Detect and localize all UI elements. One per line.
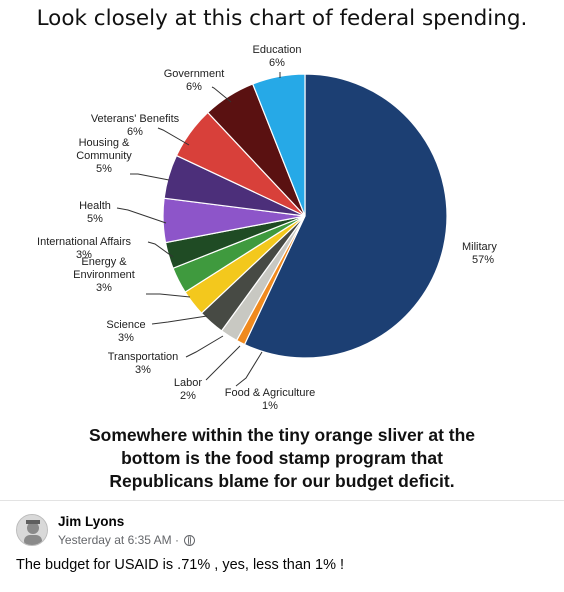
slice-label-housing-community-line-1: Housing &: [79, 137, 130, 149]
meta-separator: ·: [174, 533, 179, 547]
meme-caption-line-1: Somewhere within the tiny orange sliver …: [88, 425, 476, 445]
slice-label-military: Military: [462, 241, 497, 253]
slice-label-health: Health: [79, 200, 111, 212]
leader-line-transportation: [185, 335, 224, 358]
slice-value-labor: 2%: [180, 390, 196, 402]
slice-value-veterans-benefits: 6%: [127, 126, 143, 138]
leader-line-health: [116, 207, 167, 224]
slice-value-health: 5%: [87, 213, 103, 225]
slice-value-government: 6%: [186, 81, 202, 93]
pie-slice-education: [251, 73, 306, 217]
meme-caption-line-2: bottom is the food stamp program that: [121, 448, 443, 468]
slice-label-international-affairs: International Affairs: [37, 236, 131, 248]
divider: [0, 500, 564, 501]
leader-line-government: [211, 86, 232, 103]
slice-value-food-agriculture: 1%: [262, 400, 278, 412]
leader-line-science: [151, 315, 208, 325]
slice-value-energy-environment: 3%: [96, 282, 112, 294]
slice-label-energy-environment-line-1: Energy &: [81, 256, 127, 268]
slice-value-international-affairs: 3%: [76, 249, 92, 261]
leader-line-veterans-benefits: [157, 127, 190, 146]
slice-value-transportation: 3%: [135, 364, 151, 376]
slice-label-housing-community-line-2: Community: [76, 150, 132, 162]
slice-label-education: Education: [253, 44, 302, 56]
slice-value-science: 3%: [118, 332, 134, 344]
author-name[interactable]: Jim Lyons: [58, 514, 125, 529]
slice-label-government: Government: [164, 68, 225, 80]
slice-label-transportation: Transportation: [108, 351, 179, 363]
meme-title: Look closely at this chart of federal sp…: [36, 6, 528, 31]
globe-icon: [184, 535, 196, 546]
slice-value-housing-community: 5%: [96, 163, 112, 175]
slice-label-energy-environment-line-2: Environment: [73, 269, 135, 281]
post-text: The budget for USAID is .71% , yes, less…: [16, 557, 345, 573]
post-meta: Yesterday at 6:35 AM ·: [58, 533, 196, 547]
slice-label-labor: Labor: [174, 377, 202, 389]
slice-value-education: 6%: [269, 57, 285, 69]
slice-label-veterans-benefits: Veterans' Benefits: [91, 113, 180, 125]
pie-slice-military: [243, 73, 448, 359]
leader-line-international-affairs: [147, 241, 174, 258]
slice-label-food-agriculture: Food & Agriculture: [225, 387, 316, 399]
meme-image[interactable]: Look closely at this chart of federal sp…: [0, 0, 564, 500]
slice-label-science: Science: [106, 319, 145, 331]
leader-line-food-agriculture: [235, 351, 263, 387]
meme-caption-line-3: Republicans blame for our budget deficit…: [109, 471, 455, 491]
post-timestamp[interactable]: Yesterday at 6:35 AM: [58, 533, 172, 547]
leader-line-energy-environment: [146, 293, 191, 298]
leader-line-housing-community: [130, 173, 170, 181]
slice-value-military: 57%: [472, 254, 494, 266]
avatar[interactable]: [16, 514, 48, 546]
leader-line-labor: [205, 345, 241, 381]
